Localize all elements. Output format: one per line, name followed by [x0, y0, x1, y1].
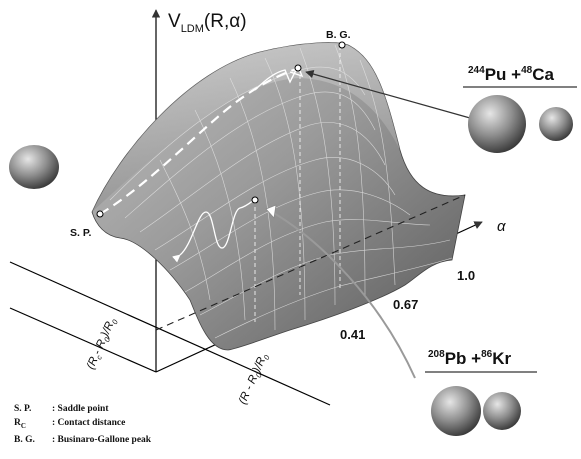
legend-key: B. G.	[14, 434, 35, 445]
reaction-path	[99, 66, 301, 215]
legend-key: RC	[14, 418, 26, 430]
legend-text: Businaro-Gallone peak	[57, 434, 152, 445]
r-axis	[9, 307, 157, 373]
legend-sep: :	[52, 434, 56, 445]
mononucleus-sphere	[9, 145, 59, 189]
legend-sep: :	[52, 404, 56, 414]
arrow-heavy-reaction	[305, 69, 471, 119]
pu-ca-dinuclear-spheres	[468, 95, 573, 153]
legend-text: Saddle point	[57, 404, 109, 414]
saddle-point-marker	[96, 210, 104, 218]
legend-key: S. P.	[14, 404, 32, 414]
bg-oscillation	[254, 64, 304, 91]
v-axis-label: VLDM(R,α)	[168, 11, 247, 35]
legend-row-contact: RC : Contact distance	[14, 416, 151, 433]
light-reaction-label: 208Pb +86Kr	[428, 349, 511, 368]
heavy-reaction-label: 244Pu +48Ca	[468, 65, 554, 84]
alpha-tick-3: 0.41	[340, 327, 365, 342]
contact-marker-light	[251, 196, 259, 204]
r-axis-label: (R - R0)/R0	[237, 351, 272, 407]
potential-surface	[91, 42, 466, 351]
legend-row-saddle: S. P. : Saddle point	[14, 402, 151, 416]
legend-row-bg: B. G. : Businaro-Gallone peak	[14, 433, 151, 447]
legend-sep: :	[52, 418, 56, 428]
alpha-axis-label: α	[497, 218, 506, 235]
alpha-tick-2: 0.67	[393, 297, 418, 312]
bg-peak-marker	[338, 41, 346, 49]
legend: S. P. : Saddle point RC : Contact distan…	[14, 402, 151, 447]
bg-peak-label: B. G.	[326, 29, 351, 41]
contact-marker-heavy	[294, 64, 302, 72]
saddle-point-label: S. P.	[70, 227, 91, 239]
alpha-tick-1: 1.0	[457, 268, 475, 283]
legend-text: Contact distance	[57, 418, 126, 428]
pb-kr-dinuclear-spheres	[431, 386, 521, 436]
kr-oscillation	[172, 199, 255, 263]
front-base-line	[9, 261, 331, 406]
projection-lines	[155, 46, 466, 331]
arrow-light-reaction	[271, 211, 416, 379]
